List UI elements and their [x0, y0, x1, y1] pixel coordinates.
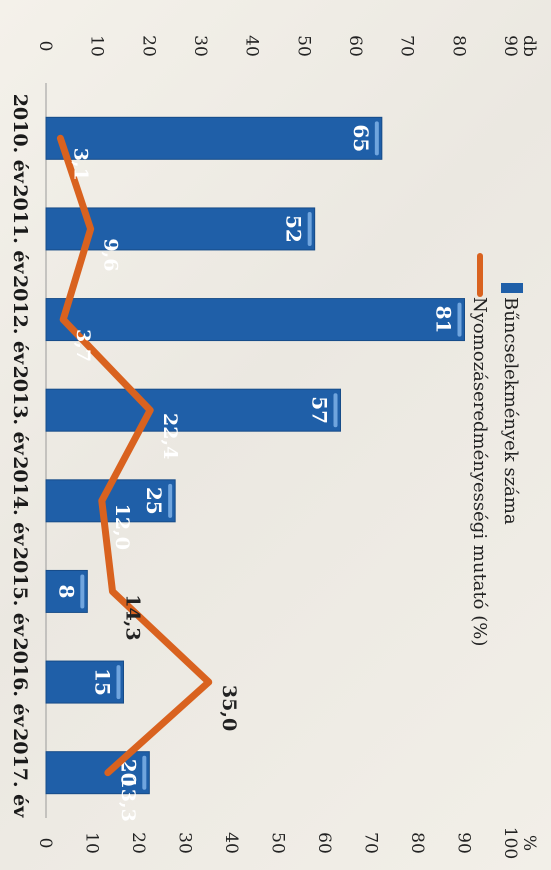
category-label: 2016. év: [9, 637, 31, 727]
bar-value-label: 52: [282, 215, 306, 243]
line-value-label: 35,0: [218, 685, 240, 731]
right-axis-tick: 40: [221, 832, 241, 854]
right-axis-unit: %: [519, 835, 539, 851]
category-label: 2011. év: [9, 184, 31, 274]
right-axis-tick: 30: [175, 832, 195, 854]
line-value-label: 14,3: [121, 594, 143, 640]
bar-highlight: [142, 755, 147, 790]
bar-highlight: [80, 574, 85, 609]
right-axis-tick: 10: [82, 832, 102, 854]
line-value-label: 3,1: [69, 148, 91, 181]
right-axis-tick: 0: [35, 838, 55, 849]
right-axis-tick: 50: [268, 832, 288, 854]
right-axis-tick: 20: [128, 832, 148, 854]
right-axis-tick: 80: [407, 832, 427, 854]
axes: 0 10 20 30 40 50 60 70 80 90 db0 10 20 30 40 50 60 70 80 90…: [35, 35, 539, 859]
bar-value-label: 81: [432, 306, 456, 334]
left-axis-tick: 0: [35, 41, 55, 52]
left-axis-tick: 70: [397, 35, 417, 57]
bar-highlight: [333, 393, 338, 428]
bar: [45, 660, 124, 704]
right-axis-tick: 70: [361, 832, 381, 854]
line-value-label: 13,3: [117, 776, 139, 822]
bar: [45, 569, 88, 613]
right-axis-tick: 60: [314, 832, 334, 854]
category-label: 2015. év: [9, 547, 31, 637]
bar-value-label: 15: [91, 668, 115, 696]
left-axis-tick: 80: [448, 35, 468, 57]
bar-value-label: 25: [142, 487, 166, 515]
line-point: [100, 499, 103, 502]
line-value-label: 9,6: [100, 238, 122, 271]
bar-highlight: [307, 211, 312, 246]
category-label: 2012. év: [9, 275, 31, 365]
left-axis-unit: db: [519, 35, 539, 57]
bar: [45, 388, 341, 432]
line-point: [89, 227, 92, 230]
bar-highlight: [168, 483, 173, 518]
legend-bar-swatch: [501, 283, 523, 293]
category-label: 2014. év: [9, 456, 31, 546]
bar: [45, 116, 383, 160]
left-axis-tick: 50: [293, 35, 313, 57]
right-axis-tick: 100: [500, 827, 520, 859]
bar-highlight: [374, 121, 379, 156]
category-label: 2010. év: [9, 94, 31, 184]
right-axis-tick: 90: [454, 832, 474, 854]
bar: [45, 207, 316, 251]
line-series: 3,1 9,6 3,7 22,4 12,0 14,3 35,0 13,3: [56, 134, 240, 822]
bar: [45, 298, 465, 342]
line-point: [207, 681, 210, 684]
line-value-label: 22,4: [159, 413, 181, 459]
line-point: [149, 409, 152, 412]
left-axis-tick: 90: [500, 35, 520, 57]
line-point: [59, 137, 62, 140]
line-value-label: 3,7: [72, 329, 94, 362]
left-axis-tick: 10: [87, 35, 107, 57]
percent-line: [56, 134, 213, 777]
bar-value-label: 57: [308, 396, 332, 424]
category-label: 2017. év: [9, 728, 31, 818]
bar-value-label: 65: [349, 124, 373, 152]
bar-highlight: [116, 665, 121, 700]
left-axis-tick: 30: [190, 35, 210, 57]
legend-line-label: Nyomozáseredményességi mutató (%): [469, 297, 490, 646]
left-axis-tick: 40: [242, 35, 262, 57]
legend-bar-label: Bűncselekmények száma: [500, 297, 521, 525]
line-point: [106, 771, 109, 774]
line-point: [62, 318, 65, 321]
category-label: 2013. év: [9, 366, 31, 456]
left-axis-tick: 60: [345, 35, 365, 57]
left-axis-tick: 20: [138, 35, 158, 57]
bar-value-label: 8: [55, 584, 79, 598]
line-point: [111, 590, 114, 593]
line-value-label: 12,0: [111, 504, 133, 550]
legend: Bűncselekmények száma Nyomozáseredményes…: [469, 253, 523, 646]
bar-highlight: [457, 302, 462, 337]
